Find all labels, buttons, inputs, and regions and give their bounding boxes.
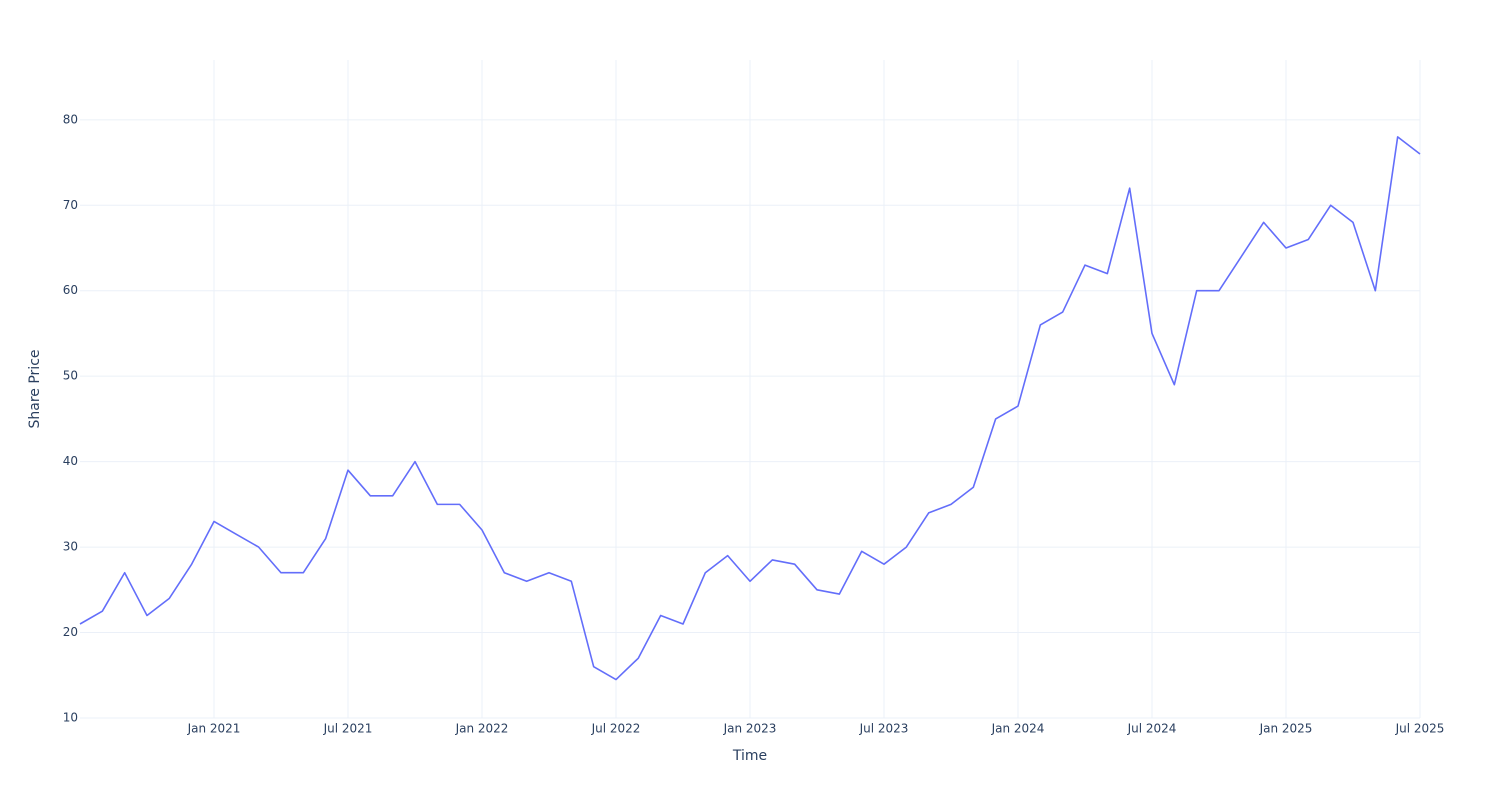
x-tick-label: Jul 2021 <box>323 722 373 736</box>
y-tick-label: 20 <box>63 625 78 639</box>
y-tick-label: 70 <box>63 198 78 212</box>
x-tick-label: Jul 2022 <box>591 722 641 736</box>
y-tick-label: 50 <box>63 369 78 383</box>
x-tick-label: Jan 2023 <box>723 722 777 736</box>
y-tick-label: 60 <box>63 283 78 297</box>
y-tick-label: 40 <box>63 454 78 468</box>
x-tick-label: Jan 2025 <box>1259 722 1313 736</box>
x-tick-label: Jul 2023 <box>859 722 909 736</box>
x-tick-label: Jan 2024 <box>991 722 1045 736</box>
y-tick-label: 10 <box>63 711 78 725</box>
x-tick-label: Jul 2025 <box>1395 722 1445 736</box>
x-tick-label: Jan 2021 <box>187 722 241 736</box>
price-line <box>79 136 1421 681</box>
x-tick-label: Jul 2024 <box>1127 722 1177 736</box>
x-tick-label: Jan 2022 <box>455 722 509 736</box>
x-axis-title: Time <box>732 748 767 764</box>
y-tick-label: 80 <box>63 112 78 126</box>
y-tick-label: 30 <box>63 540 78 554</box>
y-axis-title: Share Price <box>27 349 43 428</box>
